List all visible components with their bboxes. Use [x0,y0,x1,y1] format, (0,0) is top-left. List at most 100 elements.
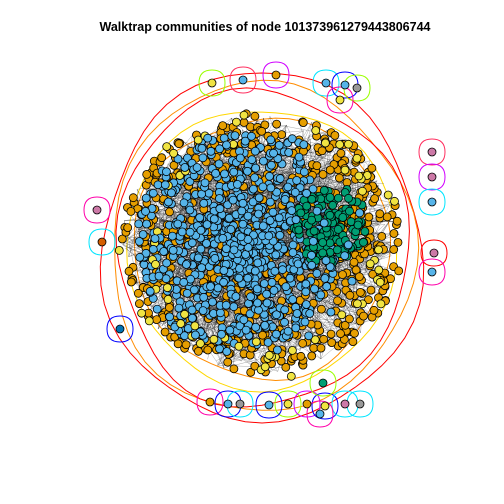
graph-node [134,299,144,309]
graph-node [92,205,102,215]
graph-node [240,136,250,146]
graph-node [365,259,375,269]
outlier-nodes [92,70,439,419]
graph-node [150,234,160,244]
graph-node [135,252,145,262]
graph-node [355,208,365,218]
graph-node [326,307,336,317]
graph-node [304,331,314,341]
graph-node [160,327,170,337]
graph-node [271,70,281,80]
outlier-hull [420,239,448,267]
graph-node [206,281,215,291]
graph-node [340,399,350,409]
graph-node [287,134,297,144]
graph-node [291,215,301,225]
graph-node [254,193,264,203]
graph-node [165,312,175,322]
graph-node [144,316,154,326]
graph-node [247,131,256,141]
graph-node [347,276,357,286]
graph-node [223,357,233,367]
graph-node [148,188,158,198]
graph-node [280,317,289,327]
graph-node [174,139,184,149]
graph-node [281,362,291,372]
graph-node [198,306,208,316]
graph-node [288,240,298,250]
graph-node [187,313,197,323]
graph-node [185,177,195,186]
graph-node [348,337,358,347]
graph-node [187,305,197,315]
graph-node [231,292,241,301]
graph-node [167,231,177,241]
graph-node [142,219,152,229]
graph-node [327,338,337,348]
outlier-hull [418,163,446,191]
graph-node [238,219,248,229]
graph-node [229,302,239,312]
graph-node [241,325,251,335]
graph-node [234,273,244,283]
graph-node [181,340,191,350]
graph-node [265,197,275,207]
graph-node [292,175,302,185]
graph-node [260,362,270,372]
graph-node [319,218,329,228]
graph-node [292,309,302,318]
graph-node [315,409,325,419]
graph-node [179,198,189,208]
graph-node [318,248,328,258]
graph-node [239,110,249,120]
graph-node [318,378,328,388]
graph-node [236,232,246,242]
outlier-hull [198,69,226,97]
graph-node [340,80,350,90]
graph-node [250,146,260,156]
outlier-hull [326,86,354,114]
graph-node [153,180,163,190]
graph-node [334,173,344,183]
graph-node [151,259,160,269]
graph-node [138,230,148,239]
graph-node [298,338,308,348]
graph-node [298,118,308,127]
graph-node [163,197,173,207]
graph-node [250,266,260,276]
graph-node [340,320,350,330]
graph-node [134,219,144,229]
graph-node [202,220,212,230]
graph-node [312,161,322,171]
graph-node [310,284,319,294]
graph-node [210,253,220,263]
graph-node [218,121,228,130]
graph-node [319,334,329,344]
graph-node [277,130,287,140]
outlier-hull [346,390,374,418]
graph-node [272,119,282,129]
graph-node [284,148,294,157]
graph-node [325,262,335,272]
graph-node [180,309,190,319]
outlier-hull [106,315,134,343]
graph-node [196,244,206,254]
graph-node [390,196,399,206]
graph-node [225,325,235,335]
outlier-hull [418,258,446,286]
graph-node [222,347,232,356]
graph-node [392,216,402,226]
graph-node [229,364,239,374]
graph-node [336,148,346,158]
graph-node [162,283,172,293]
graph-node [310,335,320,345]
graph-node [316,343,326,353]
graph-node [352,299,362,309]
outlier-hull [418,188,446,216]
graph-node [248,197,258,207]
plot-title: Walktrap communities of node 10137396127… [99,20,431,34]
graph-node [343,240,353,250]
graph-node [364,212,374,222]
graph-node [291,323,301,333]
graph-node [203,345,213,355]
